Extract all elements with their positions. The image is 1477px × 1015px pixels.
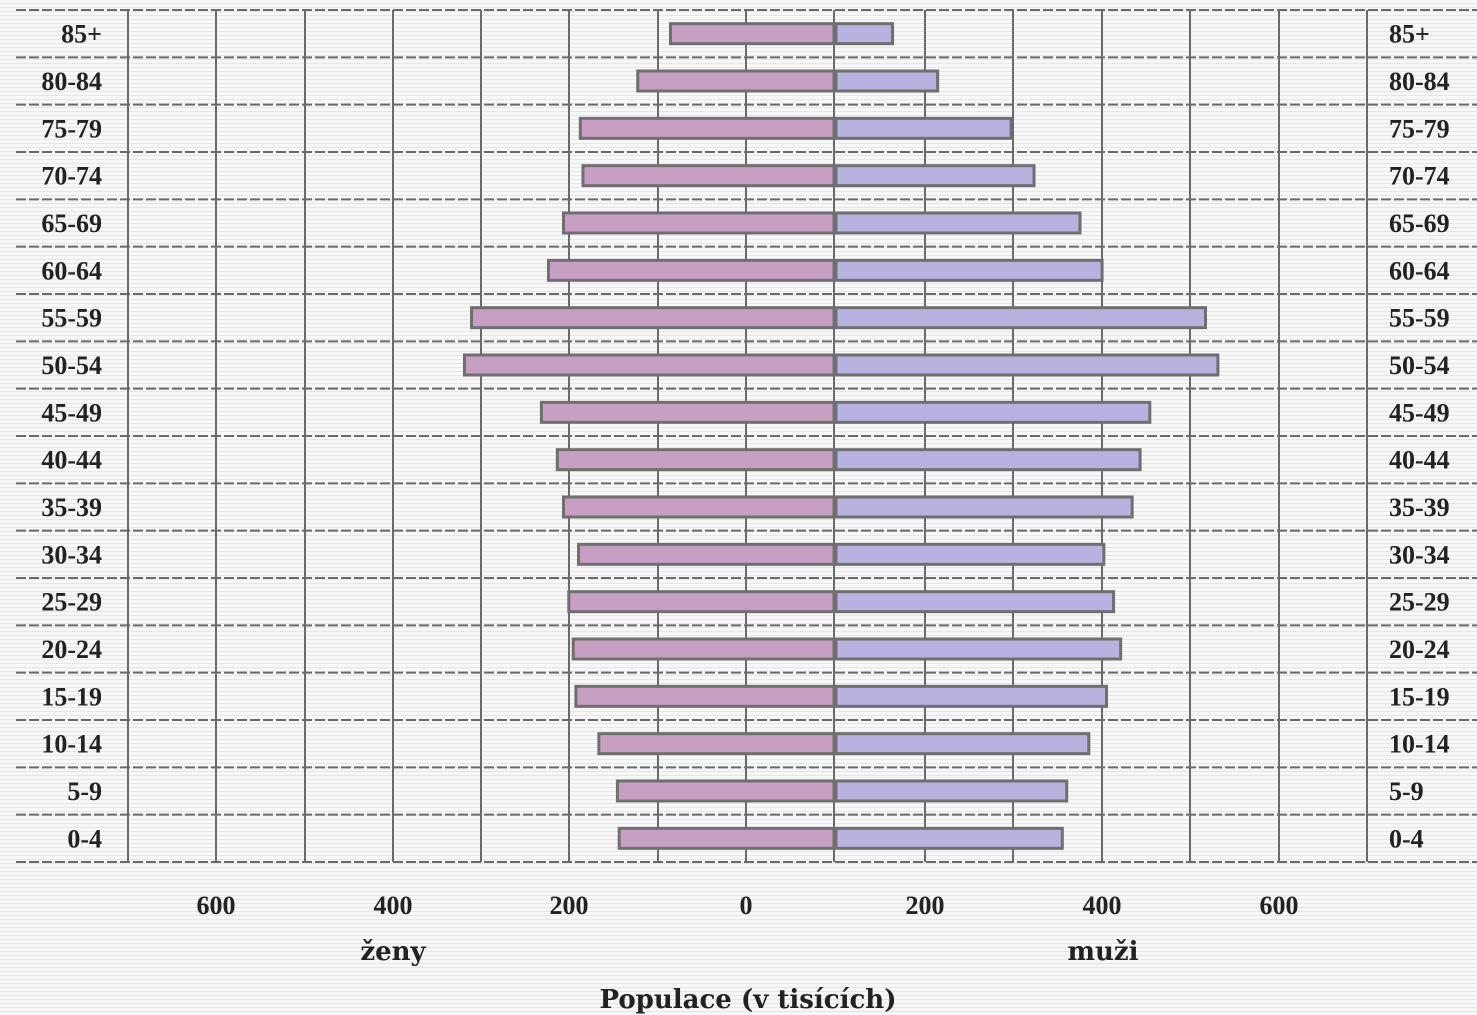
category-label-left: 80-84 [41,67,102,96]
category-label-left: 25-29 [41,588,102,617]
bar-zeny-40-44 [555,448,836,472]
category-label-left: 65-69 [41,209,102,238]
category-label-right: 30-34 [1389,540,1450,569]
category-label-left: 10-14 [41,730,102,759]
category-label-right: 40-44 [1389,446,1450,475]
bar-zeny-65-69 [561,211,836,235]
category-label-left: 70-74 [41,162,102,191]
category-label-right: 10-14 [1389,730,1450,759]
x-axis-title: Populace (v tisících) [599,985,896,1015]
category-label-right: 25-29 [1389,588,1450,617]
category-label-right: 0-4 [1389,824,1424,853]
category-label-left: 30-34 [41,540,102,569]
bar-muzi-25-29 [834,590,1116,614]
bar-zeny-15-19 [574,684,836,708]
category-label-right: 65-69 [1389,209,1450,238]
bar-muzi-80-84 [834,69,940,93]
category-label-right: 60-64 [1389,256,1450,285]
category-label-left: 60-64 [41,256,102,285]
x-tick-label: 200 [906,891,945,920]
x-tick-label: 400 [374,891,413,920]
category-label-left: 15-19 [41,682,102,711]
category-label-right: 70-74 [1389,162,1450,191]
x-tick-label: 600 [1260,891,1299,920]
category-label-left: 50-54 [41,351,102,380]
category-label-left: 5-9 [67,777,102,806]
bar-muzi-50-54 [834,353,1220,377]
x-tick-label: 200 [550,891,589,920]
category-label-right: 20-24 [1389,635,1450,664]
bar-muzi-45-49 [834,400,1152,424]
bar-muzi-60-64 [834,258,1104,282]
category-label-left: 35-39 [41,493,102,522]
category-label-left: 45-49 [41,398,102,427]
category-label-left: 55-59 [41,304,102,333]
bar-zeny-75-79 [578,116,836,140]
bar-muzi-35-39 [834,495,1134,519]
category-label-right: 75-79 [1389,114,1450,143]
bar-muzi-5-9 [834,779,1069,803]
category-label-left: 40-44 [41,446,102,475]
category-labels-left: 85+ 80-84 75-79 70-74 65-69 60-64 55-59 50-54 45… [41,20,102,854]
category-label-right: 15-19 [1389,682,1450,711]
bar-zeny-5-9 [615,779,836,803]
x-tick-label: 600 [197,891,236,920]
bar-zeny-60-64 [546,258,836,282]
category-label-right: 5-9 [1389,777,1424,806]
bars-zeny [462,22,836,850]
bar-muzi-65-69 [834,211,1082,235]
bar-muzi-85+ [834,22,895,46]
bar-zeny-70-74 [581,164,836,188]
bar-zeny-50-54 [462,353,836,377]
bar-zeny-55-59 [470,306,836,330]
bar-zeny-80-84 [636,69,836,93]
bar-zeny-45-49 [539,400,836,424]
bar-zeny-20-24 [571,637,836,661]
x-axis-tick-labels: 600 400 200 0 200 400 600 [197,891,1299,920]
x-tick-label: 0 [740,891,753,920]
category-label-right: 35-39 [1389,493,1450,522]
category-label-right: 85+ [1389,20,1430,49]
bar-muzi-10-14 [834,732,1091,756]
category-label-right: 50-54 [1389,351,1450,380]
bar-muzi-55-59 [834,306,1208,330]
category-label-left: 20-24 [41,635,102,664]
grid [16,9,1477,863]
category-label-right: 80-84 [1389,67,1450,96]
bar-muzi-15-19 [834,684,1109,708]
category-label-left: 85+ [61,20,102,49]
category-label-left: 0-4 [67,824,102,853]
side-label-left: ženy [360,937,426,967]
category-labels-right: 85+ 80-84 75-79 70-74 65-69 60-64 55-59 50-54 45… [1389,20,1450,854]
category-label-left: 75-79 [41,114,102,143]
x-tick-label: 400 [1083,891,1122,920]
category-label-right: 55-59 [1389,304,1450,333]
bar-zeny-85+ [668,22,836,46]
bar-zeny-0-4 [617,826,836,850]
bar-muzi-40-44 [834,448,1142,472]
bar-muzi-75-79 [834,116,1013,140]
bar-zeny-30-34 [577,542,836,566]
bar-muzi-30-34 [834,542,1106,566]
bar-muzi-20-24 [834,637,1123,661]
side-label-right: muži [1067,937,1138,967]
bar-zeny-10-14 [597,732,836,756]
bars-muzi [834,22,1220,850]
bar-muzi-70-74 [834,164,1036,188]
bar-zeny-35-39 [561,495,836,519]
bar-muzi-0-4 [834,826,1064,850]
bar-zeny-25-29 [567,590,836,614]
category-label-right: 45-49 [1389,398,1450,427]
